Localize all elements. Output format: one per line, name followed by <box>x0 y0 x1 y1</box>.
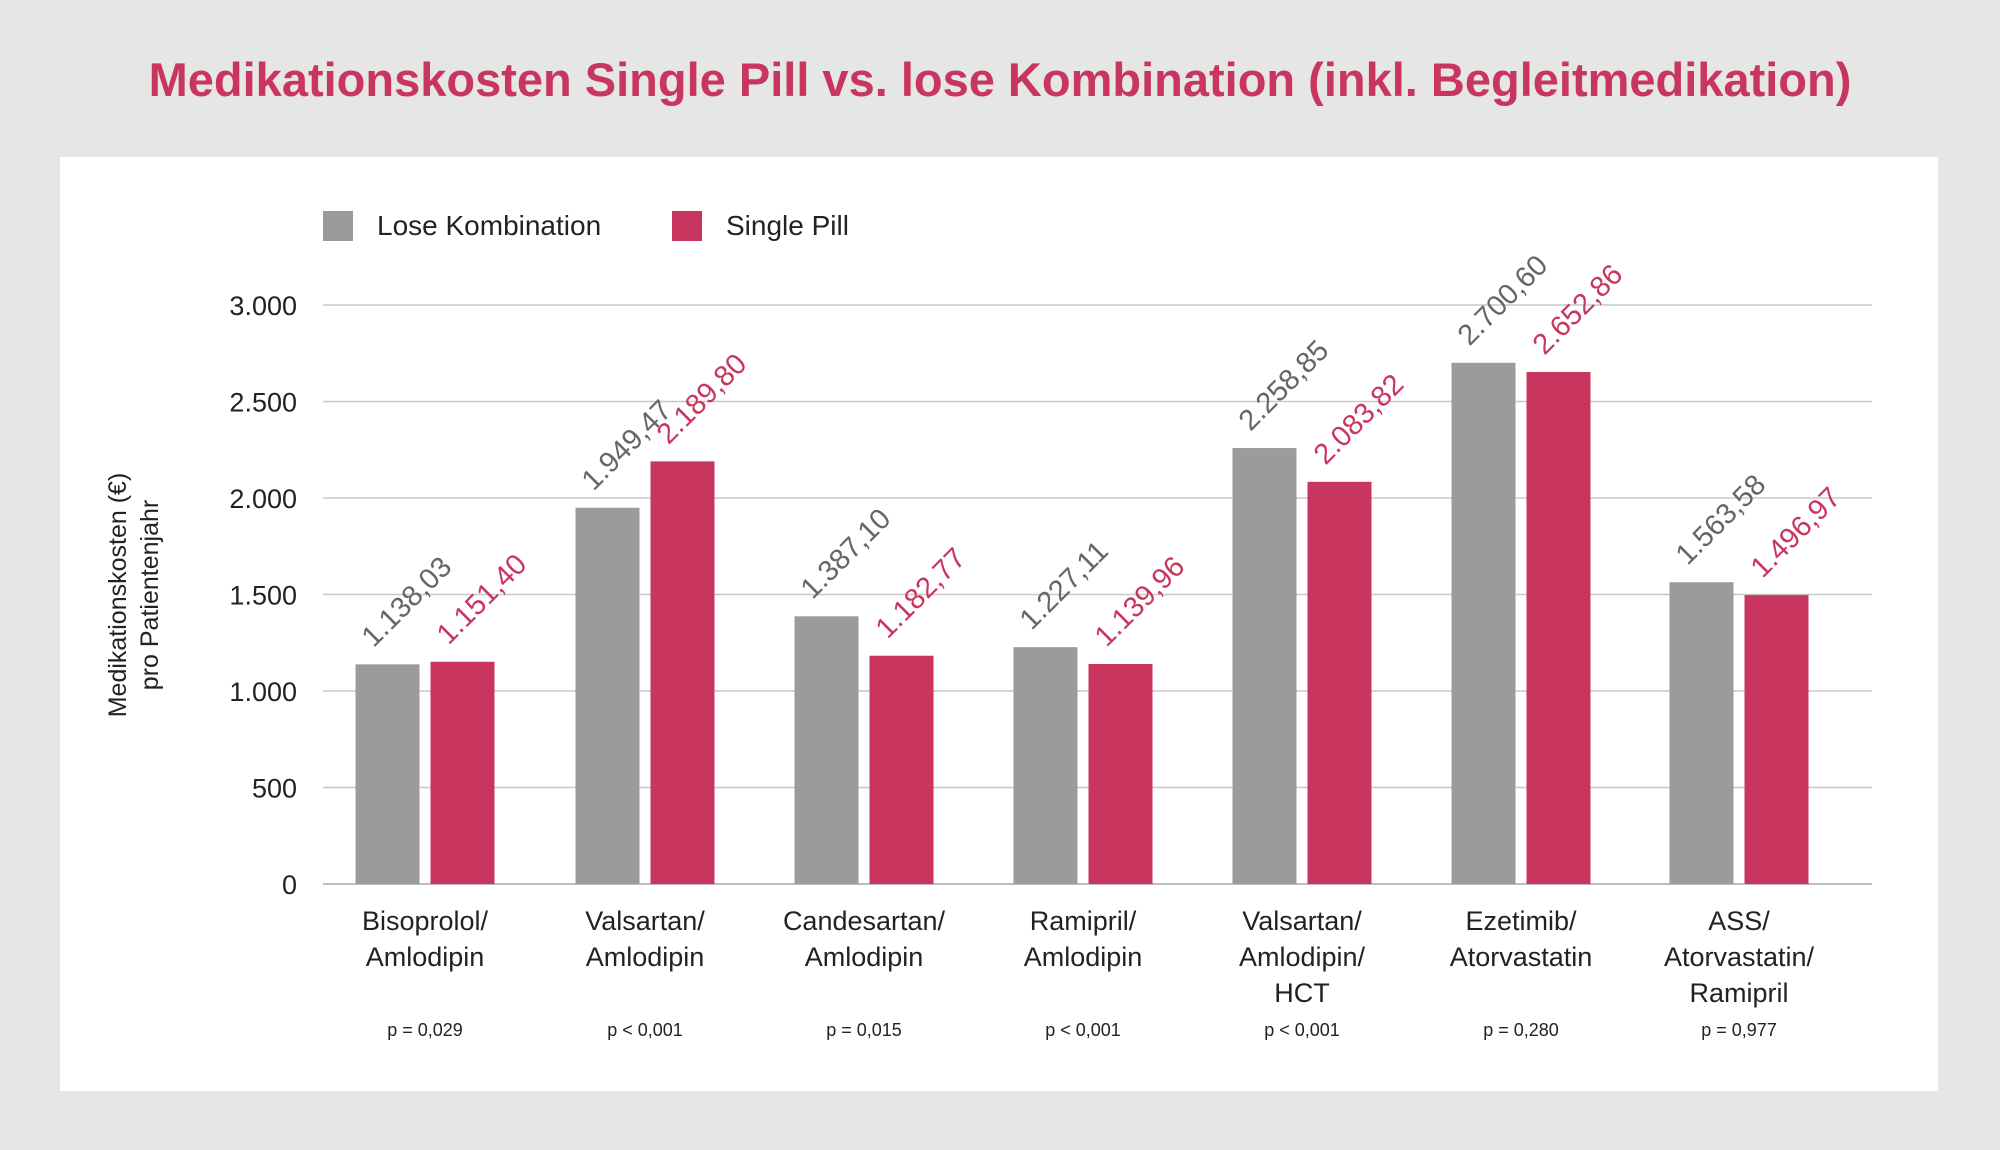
category-label: Valsartan/Amlodipin <box>585 906 705 972</box>
category-label: ASS/Atorvastatin/Ramipril <box>1664 906 1815 1008</box>
legend-label: Single Pill <box>726 210 849 241</box>
y-tick-label: 2.500 <box>229 388 297 418</box>
p-value-label: p = 0,029 <box>387 1020 463 1040</box>
category-label: Ramipril/Amlodipin <box>1024 906 1143 972</box>
legend-swatch <box>323 211 353 241</box>
bar <box>575 507 640 884</box>
category-label: Bisoprolol/Amlodipin <box>362 906 489 972</box>
y-tick-label: 3.000 <box>229 291 297 321</box>
p-value-label: p < 0,001 <box>1045 1020 1121 1040</box>
legend-label: Lose Kombination <box>377 210 601 241</box>
data-label: 2.083,82 <box>1308 368 1410 470</box>
p-value-label: p = 0,977 <box>1701 1020 1777 1040</box>
data-label: 2.189,80 <box>651 348 753 450</box>
p-value-label: p < 0,001 <box>607 1020 683 1040</box>
bar <box>1013 647 1078 884</box>
data-label: 2.258,85 <box>1233 335 1335 437</box>
data-label: 1.387,10 <box>795 503 897 605</box>
y-tick-label: 0 <box>282 870 297 900</box>
y-tick-label: 1.000 <box>229 677 297 707</box>
p-value-label: p = 0,280 <box>1483 1020 1559 1040</box>
bar <box>355 664 420 884</box>
page-title: Medikationskosten Single Pill vs. lose K… <box>148 53 1852 106</box>
bar <box>794 616 859 884</box>
data-label: 1.182,77 <box>870 542 972 644</box>
y-tick-label: 500 <box>252 774 297 804</box>
p-value-label: p < 0,001 <box>1264 1020 1340 1040</box>
y-tick-label: 1.500 <box>229 581 297 611</box>
bar <box>1451 362 1516 885</box>
bar <box>430 661 495 884</box>
chart-panel <box>60 157 1938 1091</box>
category-label: Ezetimib/Atorvastatin <box>1450 906 1593 972</box>
category-label: Valsartan/Amlodipin/HCT <box>1239 906 1366 1008</box>
bar <box>1526 371 1591 884</box>
bar <box>1232 448 1297 884</box>
y-tick-label: 2.000 <box>229 484 297 514</box>
bar <box>1744 595 1809 884</box>
p-value-label: p = 0,015 <box>826 1020 902 1040</box>
legend-swatch <box>672 211 702 241</box>
bar <box>1669 582 1734 884</box>
bar <box>1088 663 1153 884</box>
bar <box>650 461 715 884</box>
category-label: Candesartan/Amlodipin <box>783 906 946 972</box>
y-axis-label: Medikationskosten (€) pro Patientenjahr <box>104 473 164 718</box>
bar <box>869 655 934 884</box>
bar <box>1307 481 1372 884</box>
